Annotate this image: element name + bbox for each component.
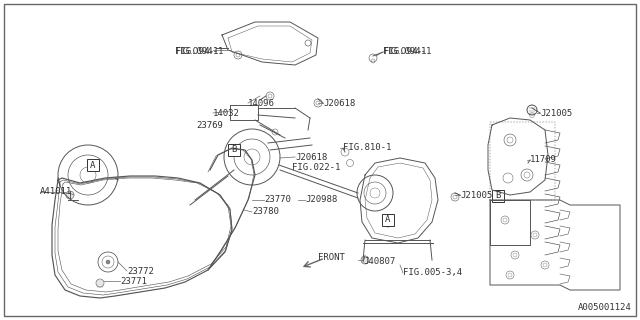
Text: A: A xyxy=(90,161,96,170)
Text: J20618: J20618 xyxy=(295,153,327,162)
Text: 14096: 14096 xyxy=(248,99,275,108)
Bar xyxy=(492,190,504,202)
Bar xyxy=(228,144,240,156)
Text: 23771: 23771 xyxy=(120,276,147,285)
Text: FIG.810-1: FIG.810-1 xyxy=(343,143,392,153)
Bar xyxy=(382,214,394,226)
Text: 23769: 23769 xyxy=(196,122,223,131)
Text: 23770: 23770 xyxy=(264,196,291,204)
Text: A41011: A41011 xyxy=(40,188,72,196)
Text: FRONT: FRONT xyxy=(318,253,345,262)
Text: B: B xyxy=(231,146,237,155)
Text: A: A xyxy=(385,215,390,225)
Text: FIG.005-3,4: FIG.005-3,4 xyxy=(403,268,462,277)
Text: B: B xyxy=(495,191,500,201)
Text: 11709: 11709 xyxy=(530,156,557,164)
Text: J20988: J20988 xyxy=(305,196,337,204)
Text: FIG.094-1: FIG.094-1 xyxy=(175,47,219,57)
Bar xyxy=(87,159,99,171)
Text: FIG.094-1: FIG.094-1 xyxy=(175,47,223,57)
Circle shape xyxy=(106,260,110,264)
Text: FIG.022-1: FIG.022-1 xyxy=(292,163,340,172)
Text: FIG.094-1: FIG.094-1 xyxy=(383,47,431,57)
Text: J21005: J21005 xyxy=(540,108,572,117)
Text: A005001124: A005001124 xyxy=(579,303,632,312)
Text: 14032: 14032 xyxy=(213,108,240,117)
Text: J20618: J20618 xyxy=(323,99,355,108)
Text: 23772: 23772 xyxy=(127,267,154,276)
Text: J21005: J21005 xyxy=(460,190,492,199)
Text: 23780: 23780 xyxy=(252,207,279,217)
Text: FIG.094-1: FIG.094-1 xyxy=(383,47,427,57)
Text: J40807: J40807 xyxy=(363,258,396,267)
